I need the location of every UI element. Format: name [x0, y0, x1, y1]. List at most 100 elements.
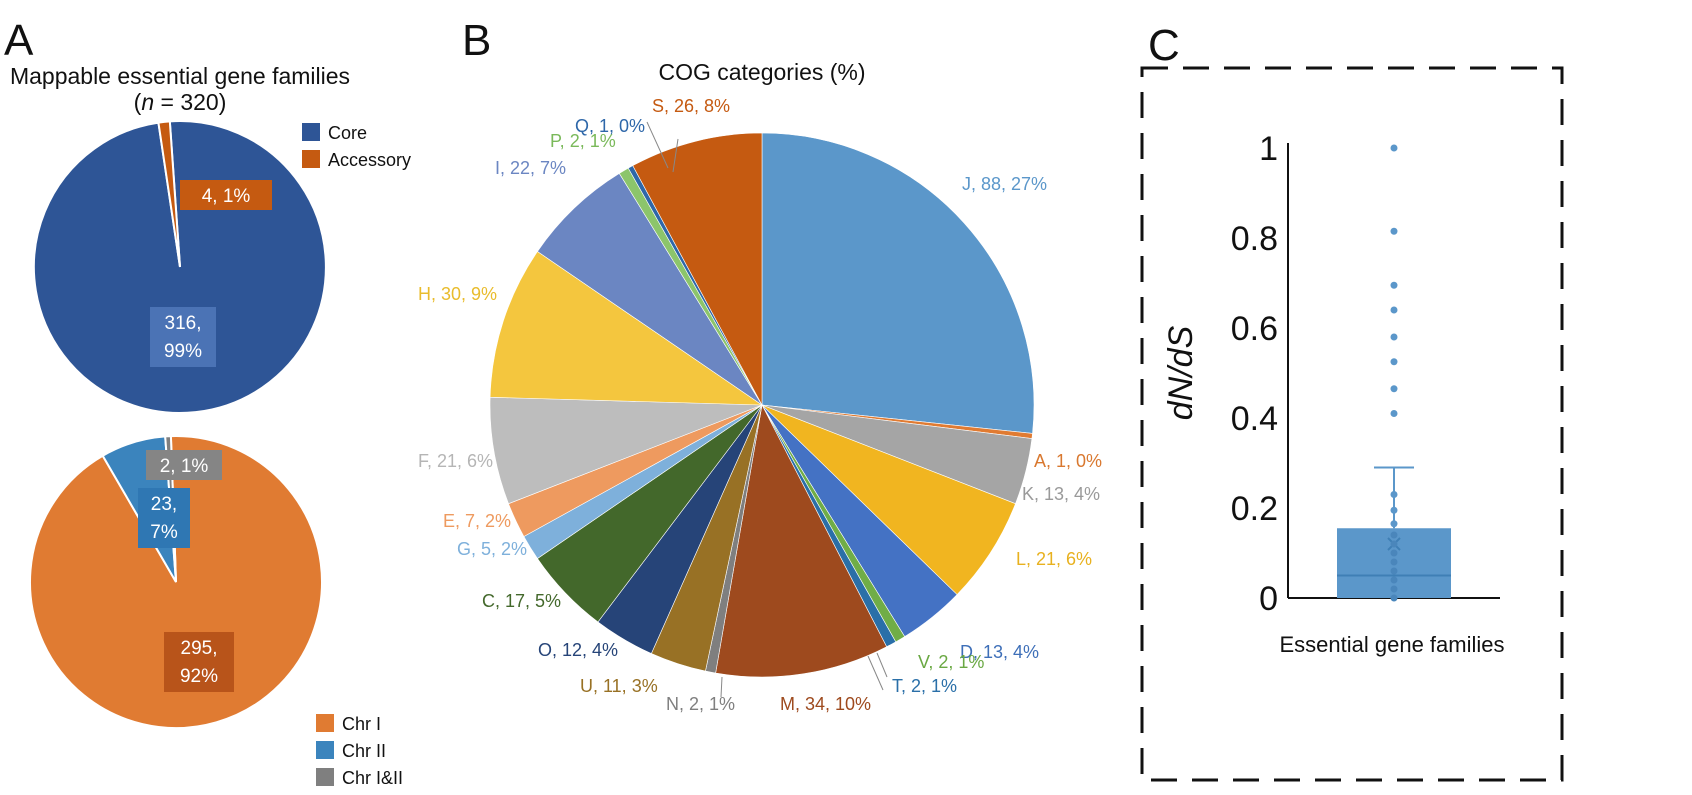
cog-label-d: D, 13, 4% [960, 642, 1039, 662]
slice-label-box-chr-ii [138, 488, 190, 548]
legend-swatch-core [302, 123, 320, 141]
panel-letter-c: C [1148, 21, 1180, 70]
y-tick-label: 0.8 [1231, 220, 1278, 258]
leader-line [646, 121, 669, 169]
cog-label-g: G, 5, 2% [457, 539, 527, 559]
slice-label-box-chr-i [164, 632, 234, 692]
panel-letter-b: B [462, 16, 491, 65]
panel-c: C 0 0.2 0.4 0.6 0.8 1 dN/dS Essential gene fami… [1140, 21, 1564, 782]
cog-label-l: L, 21, 6% [1016, 549, 1092, 569]
legend-swatch-chr-ii [316, 741, 334, 759]
slice-label-chr-ii-line-1: 7% [150, 522, 178, 543]
cog-label-f: F, 21, 6% [418, 451, 493, 471]
legend-label-chr-i: Chr I [342, 714, 381, 734]
cog-label-n: N, 2, 1% [666, 694, 735, 714]
cog-label-p: P, 2, 1% [550, 131, 616, 151]
cog-label-k: K, 13, 4% [1022, 484, 1100, 504]
box-plot-c: 0 0.2 0.4 0.6 0.8 1 dN/dS Essential gene famili… [1162, 130, 1505, 657]
data-point [1390, 576, 1398, 584]
data-point [1390, 227, 1398, 235]
data-point [1390, 594, 1398, 602]
data-point [1390, 491, 1398, 498]
slice-label-box-core [150, 307, 216, 367]
cog-label-s: S, 26, 8% [652, 96, 730, 116]
data-point [1390, 410, 1398, 417]
leader-line [876, 652, 888, 678]
y-tick-label: 1 [1259, 130, 1278, 168]
x-axis-label: Essential gene families [1279, 632, 1504, 657]
data-point [1390, 549, 1398, 557]
pie-a1-subtitle: (n = 320) [134, 89, 227, 115]
pie-b-title: COG categories (%) [658, 59, 865, 85]
data-point [1390, 281, 1398, 289]
y-tick-label: 0.2 [1231, 490, 1278, 528]
subtitle-n: n [141, 89, 154, 115]
data-point [1390, 306, 1398, 314]
data-point [1390, 520, 1398, 528]
legend-a1: Core Accessory [302, 123, 411, 170]
data-point [1390, 333, 1398, 341]
y-axis-label: dN/dS [1162, 325, 1200, 420]
pie-slice-j [761, 132, 1035, 434]
slice-label-chr-ii-line-0: 23, [151, 494, 177, 515]
pie-a1: 316, 99% 4, 1% [32, 120, 327, 414]
slice-label-chr-i-line-1: 92% [180, 666, 218, 687]
cog-label-j: J, 88, 27% [962, 174, 1047, 194]
pie-slice-h [489, 251, 764, 406]
slice-label-box-chr-i-ii [146, 450, 222, 480]
slice-label-core-line-0: 316, [165, 313, 202, 334]
pie-b: J, 88, 27% A, 1, 0% K, 13, 4% L, 21, 6% D, 1… [418, 96, 1102, 714]
cog-label-o: O, 12, 4% [538, 640, 618, 660]
slice-label-chr-i-ii-line-0: 2, 1% [160, 456, 209, 477]
cog-label-a: A, 1, 0% [1034, 451, 1102, 471]
legend-swatch-accessory [302, 150, 320, 168]
data-point [1390, 558, 1398, 566]
slice-label-core-line-1: 99% [164, 341, 202, 362]
slice-label-accessory-line-0: 4, 1% [202, 186, 251, 207]
cog-label-e: E, 7, 2% [443, 511, 511, 531]
data-point [1390, 385, 1398, 393]
y-tick-label: 0.4 [1231, 400, 1278, 438]
cog-label-c: C, 17, 5% [482, 591, 561, 611]
subtitle-open: ( [134, 89, 142, 115]
panel-c-dashed-frame [1140, 66, 1564, 782]
pie-slice-accessory [157, 120, 181, 268]
cog-label-i: I, 22, 7% [495, 158, 566, 178]
legend-label-chr-ii: Chr II [342, 741, 386, 761]
legend-label-core: Core [328, 123, 367, 143]
legend-swatch-chr-i-ii [316, 768, 334, 786]
leader-line [720, 676, 723, 698]
slice-label-chr-i-line-0: 295, [181, 638, 218, 659]
cog-label-q: Q, 1, 0% [575, 116, 645, 136]
pie-slice-m [715, 404, 888, 678]
leader-line [672, 138, 679, 173]
pie-a2: 295, 92% 23, 7% 2, 1% [29, 435, 323, 729]
legend-label-accessory: Accessory [328, 150, 411, 170]
cog-label-t: T, 2, 1% [892, 676, 957, 696]
subtitle-value: = 320) [154, 89, 226, 115]
panel-a: A Mappable essential gene families (n = … [4, 16, 411, 788]
cog-label-h: H, 30, 9% [418, 284, 497, 304]
leader-line [867, 655, 884, 691]
data-point [1390, 358, 1398, 366]
legend-swatch-chr-i [316, 714, 334, 732]
cog-label-u: U, 11, 3% [580, 676, 658, 696]
data-point [1390, 540, 1398, 548]
slice-label-box-accessory [180, 180, 272, 210]
legend-a2: Chr I Chr II Chr I&II [316, 714, 403, 788]
data-point [1390, 531, 1398, 539]
data-point [1390, 585, 1398, 593]
data-point [1390, 567, 1398, 575]
panel-b: B COG categories (%) J, 88, 27% A, 1, 0% K… [418, 16, 1102, 714]
y-tick-label: 0 [1259, 580, 1278, 618]
panel-letter-a: A [4, 16, 34, 65]
cog-label-m: M, 34, 10% [780, 694, 871, 714]
pie-slice-s [632, 132, 763, 406]
data-point [1390, 144, 1398, 152]
data-point [1390, 506, 1398, 514]
y-tick-label: 0.6 [1231, 310, 1278, 348]
pie-slice-i [537, 173, 763, 406]
cog-label-v: V, 2, 1% [918, 652, 984, 672]
legend-label-chr-i-ii: Chr I&II [342, 768, 403, 788]
